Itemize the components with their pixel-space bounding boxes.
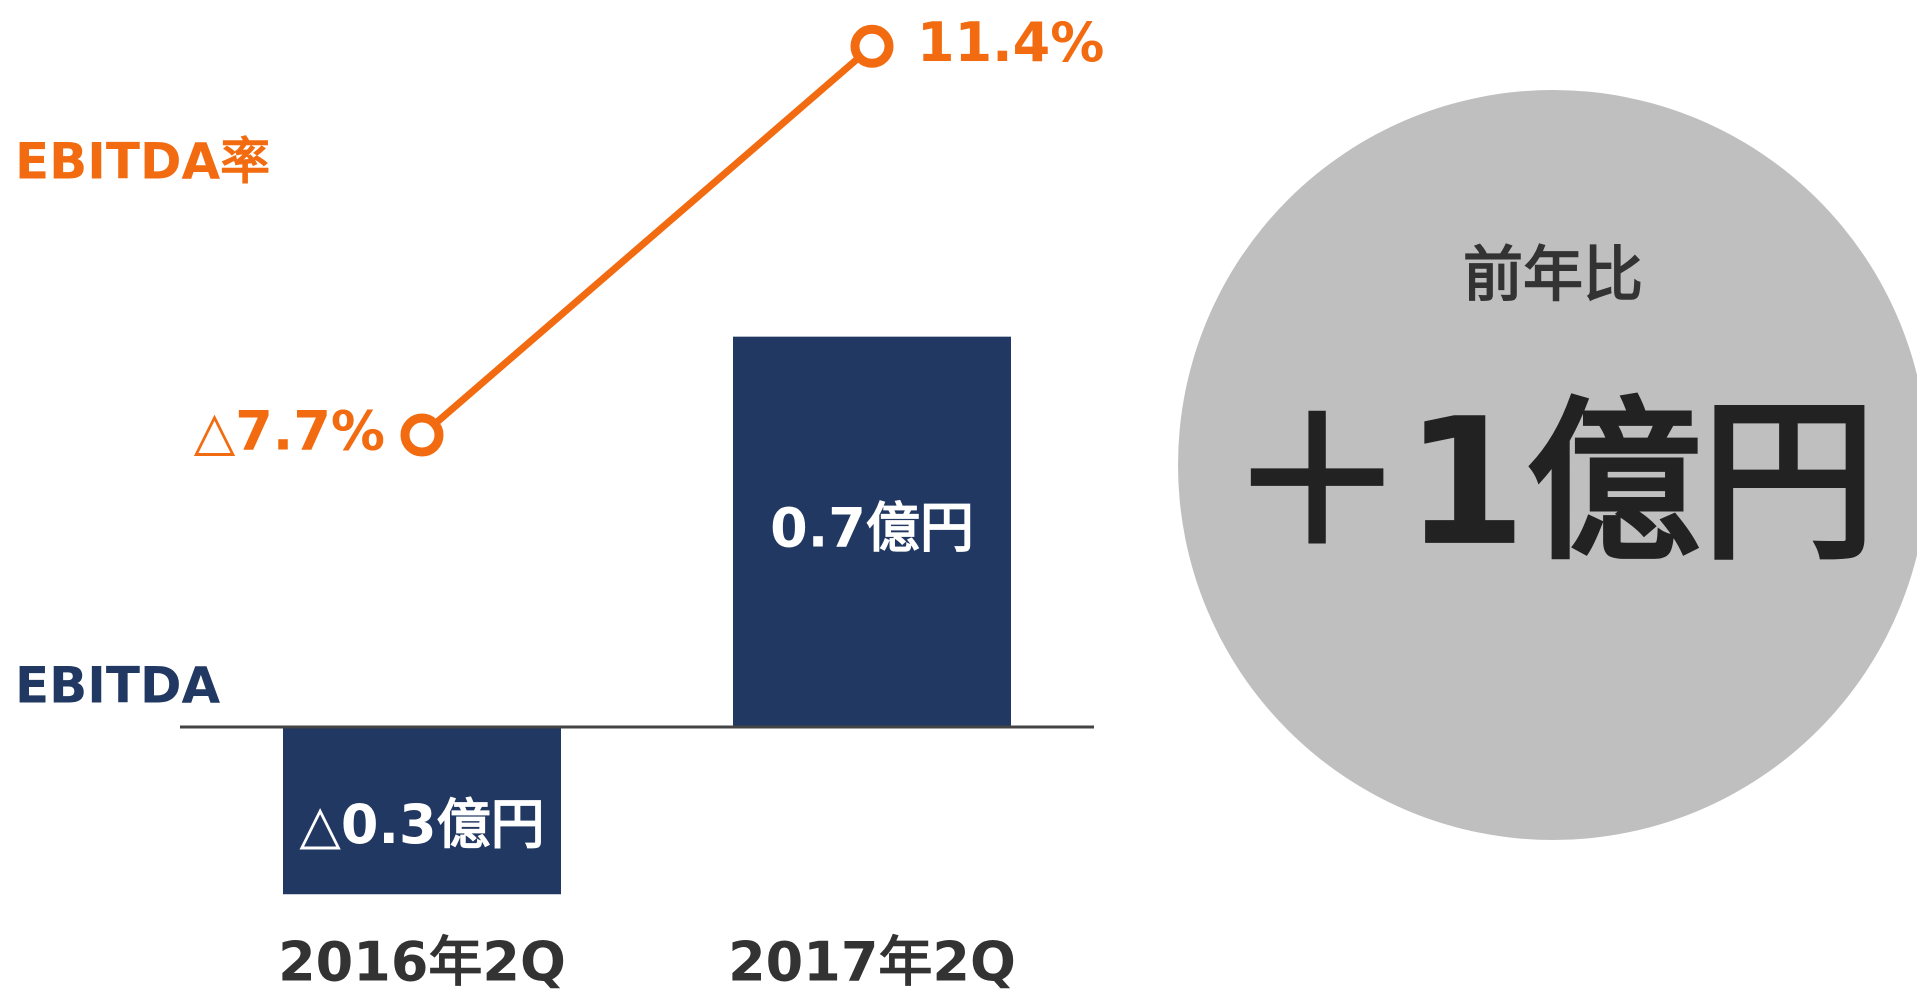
bar-value-label: △0.3億円 [299, 793, 544, 856]
line-value-label: 11.4% [917, 11, 1104, 74]
callout-title: 前年比 [1463, 241, 1643, 311]
line-marker [400, 413, 444, 457]
bar-value-label: 0.7億円 [770, 496, 974, 559]
callout-text: ＋1億円 [1230, 382, 1877, 585]
legend-label: EBITDA率 [15, 133, 270, 191]
line-value-label: △7.7% [194, 400, 385, 463]
legend-label: EBITDA [15, 656, 220, 714]
x-tick-label: 2016年2Q [278, 931, 566, 994]
line-marker [850, 24, 894, 68]
x-tick-label: 2017年2Q [728, 931, 1016, 994]
line [419, 43, 875, 438]
bar [733, 336, 1011, 727]
callout: 前年比 ＋1億円 [1178, 90, 1917, 840]
bar [283, 726, 561, 895]
callout-circle [1178, 90, 1917, 840]
